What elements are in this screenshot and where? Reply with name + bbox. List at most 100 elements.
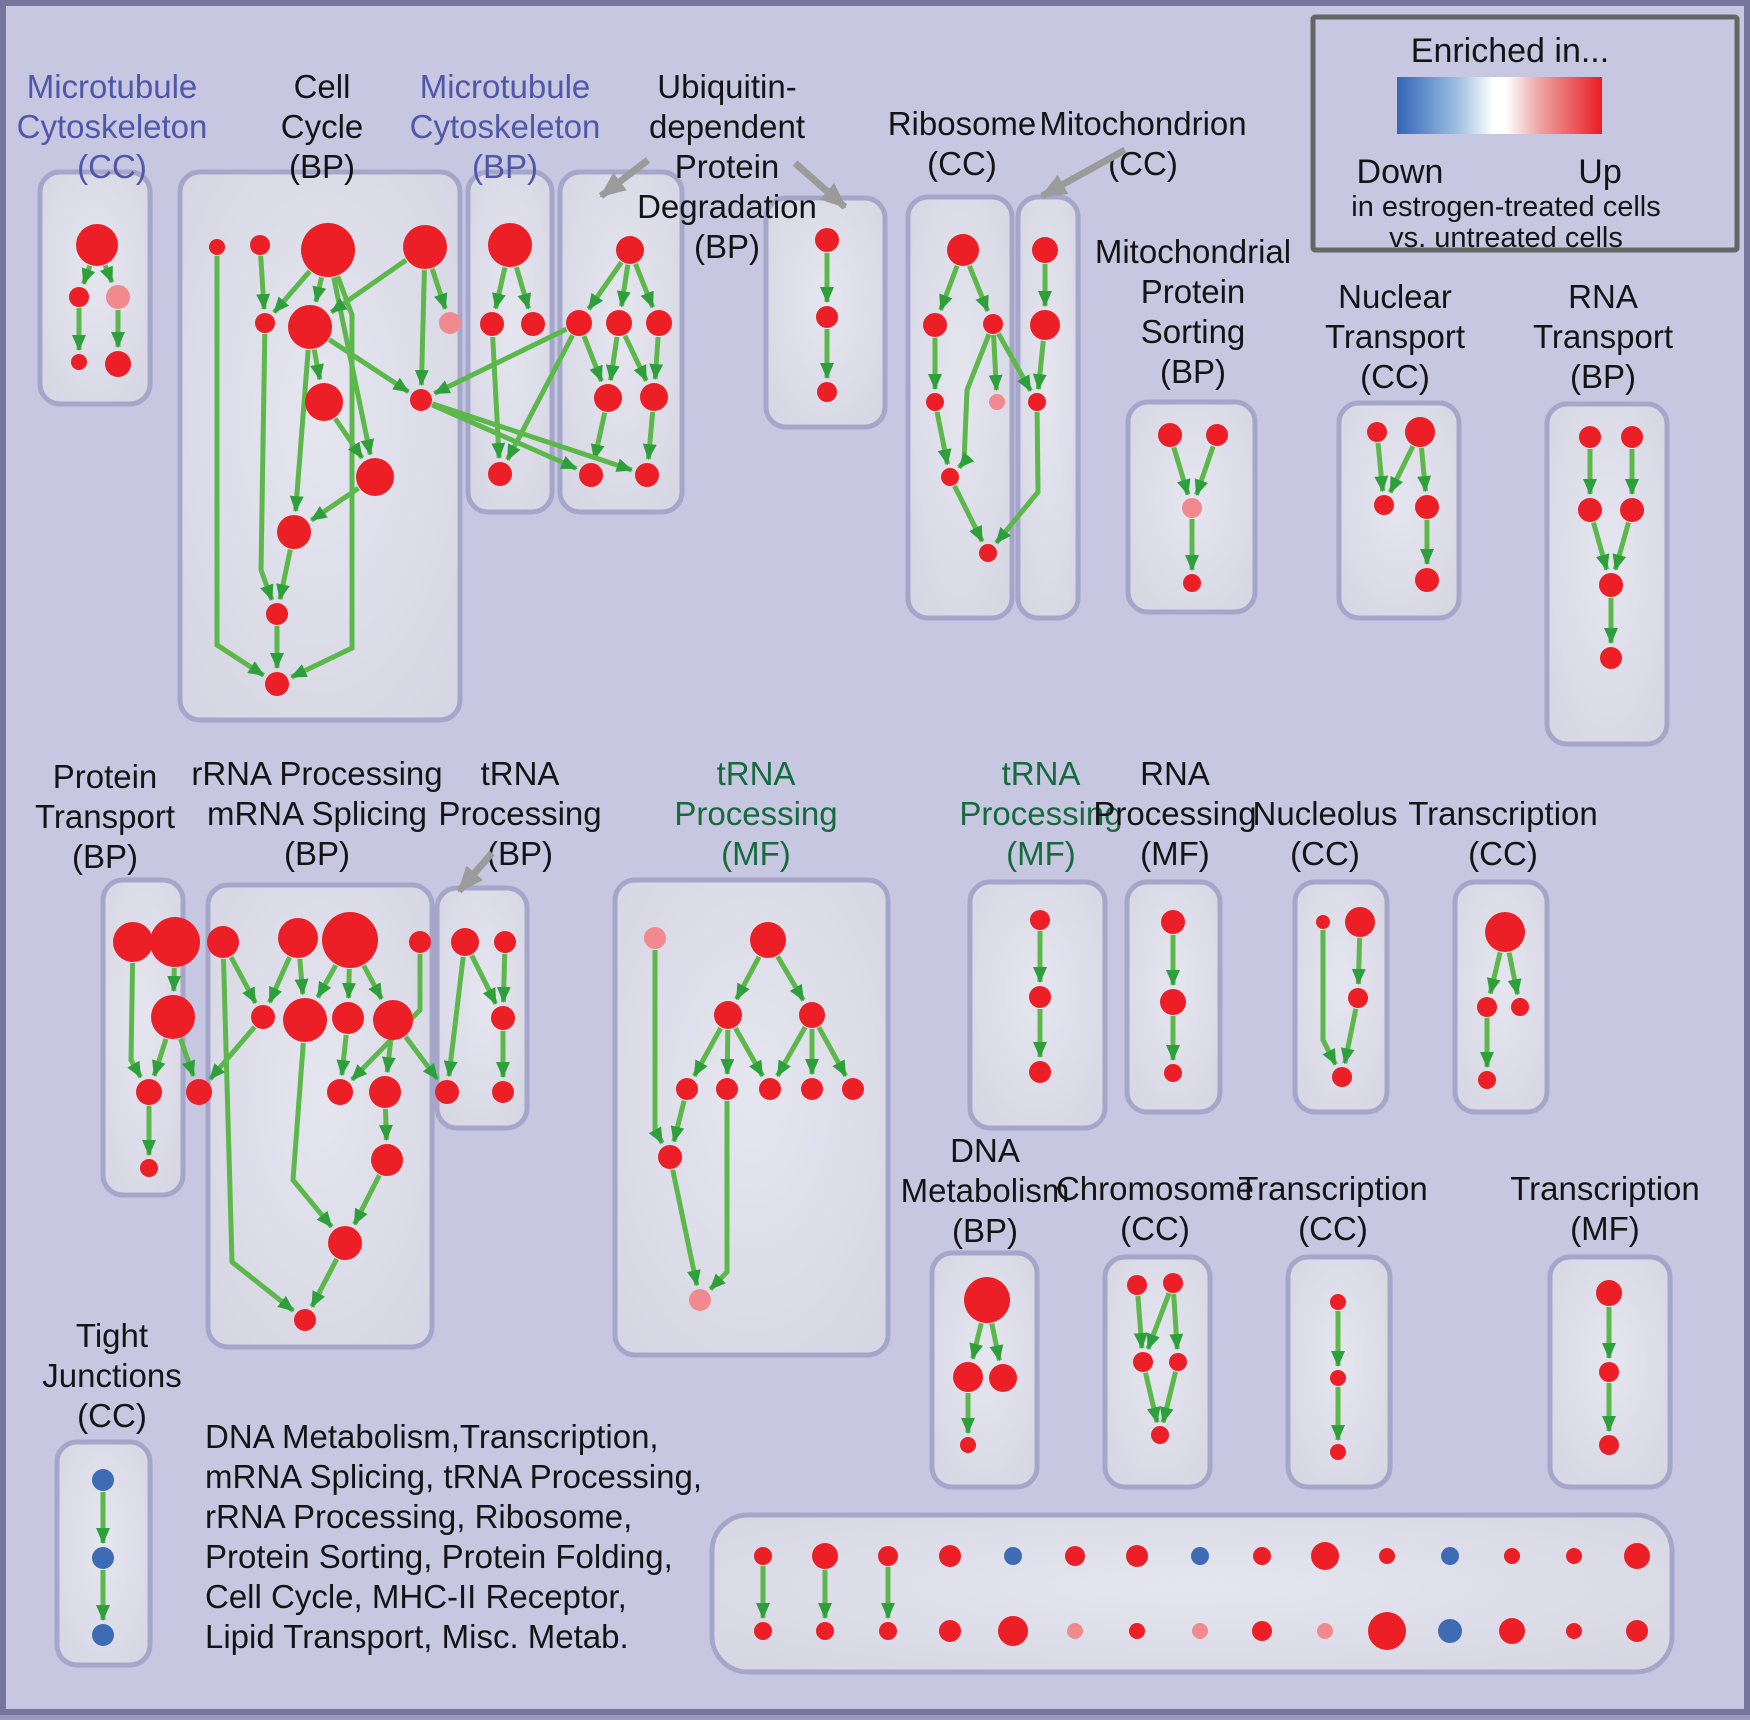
go-term-node-e3 xyxy=(817,382,837,402)
go-term-node-p3 xyxy=(1164,1064,1182,1082)
cluster-label-trna-bp: tRNA Processing (BP) xyxy=(438,755,601,872)
go-term-node-wb14 xyxy=(1566,1623,1582,1639)
cluster-label-line: tRNA xyxy=(1002,755,1081,792)
go-term-node-x3 xyxy=(92,1624,114,1646)
go-term-node-l3 xyxy=(322,912,378,968)
edge-n2-n4 xyxy=(775,955,806,1002)
edge-t2-t4 xyxy=(1169,1293,1184,1350)
edge-t3-t5 xyxy=(1143,1372,1161,1424)
edge-d1-d4 xyxy=(633,262,656,309)
edge-n4-n7 xyxy=(775,1025,808,1078)
go-term-node-c3 xyxy=(521,312,545,336)
go-term-node-n6 xyxy=(716,1078,738,1100)
edge-d1-d2 xyxy=(586,260,624,311)
edge-b9-d7 xyxy=(430,402,578,471)
go-term-node-c1 xyxy=(488,223,532,267)
edge-b6-b9 xyxy=(327,337,410,394)
go-term-node-d4 xyxy=(646,310,672,336)
go-term-node-c4 xyxy=(488,462,512,486)
cluster-label-line: rRNA Processing xyxy=(191,755,442,792)
edge-l13-l14 xyxy=(309,1257,339,1308)
go-term-node-o1 xyxy=(1030,910,1050,930)
go-term-node-wt9 xyxy=(1253,1547,1271,1565)
go-term-node-t2 xyxy=(1163,1273,1183,1293)
go-term-node-d2 xyxy=(566,310,592,336)
go-term-node-b1 xyxy=(209,239,225,255)
cluster-label-line: Processing xyxy=(674,795,837,832)
edge-l12-l13 xyxy=(352,1174,382,1226)
go-term-node-l8 xyxy=(373,1000,413,1040)
go-term-node-a4 xyxy=(71,354,87,370)
go-term-node-d8 xyxy=(635,463,659,487)
edge-b4-b9 xyxy=(414,269,429,386)
go-term-node-f1 xyxy=(947,234,979,266)
edge-n10-n11 xyxy=(670,1169,701,1287)
go-term-node-wt7 xyxy=(1126,1545,1148,1567)
edge-k3-l9 xyxy=(178,1037,196,1077)
go-term-node-n4 xyxy=(799,1002,825,1028)
cluster-label-line: tRNA xyxy=(481,755,560,792)
cluster-label-line: Nucleolus xyxy=(1253,795,1398,832)
go-term-node-r2 xyxy=(1477,997,1497,1017)
cluster-label-line: (BP) xyxy=(284,835,350,872)
cluster-label-line: (BP) xyxy=(1570,358,1636,395)
edge-l1-l5 xyxy=(228,955,258,1005)
go-term-node-wt10 xyxy=(1311,1542,1339,1570)
go-term-node-n7 xyxy=(759,1078,781,1100)
edge-h1-h3 xyxy=(1171,446,1191,496)
label-pointer-arrow-icon xyxy=(456,850,495,894)
cluster-label-nuclear-transport: Nuclear Transport (CC) xyxy=(1325,278,1465,395)
go-term-node-wb2 xyxy=(816,1622,834,1640)
go-term-node-q2 xyxy=(1345,907,1375,937)
go-term-node-n5 xyxy=(676,1078,698,1100)
cluster-label-line: Protein xyxy=(675,148,780,185)
edge-m1-m4 xyxy=(443,956,466,1078)
go-term-node-d6 xyxy=(640,383,668,411)
go-term-node-h1 xyxy=(1158,423,1182,447)
edge-f3-f6 xyxy=(957,333,992,470)
go-term-node-l13 xyxy=(328,1226,362,1260)
cluster-label-line: Transport xyxy=(35,798,175,835)
go-term-node-wt13 xyxy=(1504,1548,1520,1564)
go-term-node-m2 xyxy=(494,931,516,953)
edge-l3-l8 xyxy=(361,964,384,1001)
cluster-label-line: Sorting xyxy=(1141,313,1246,350)
cluster-label-line: (MF) xyxy=(1006,835,1076,872)
go-term-node-e1 xyxy=(815,228,839,252)
edge-j3-j5 xyxy=(1591,521,1610,571)
edge-q2-q3 xyxy=(1351,937,1366,985)
edge-b9-d8 xyxy=(431,401,633,473)
go-term-node-v1 xyxy=(1596,1280,1622,1306)
go-term-node-wb3 xyxy=(879,1622,897,1640)
edge-b4-b6 xyxy=(329,258,408,315)
edge-d6-d8 xyxy=(642,411,657,461)
cluster-box-nucleolus xyxy=(1292,879,1390,1115)
cluster-label-trna-mf-large: tRNA Processing (MF) xyxy=(674,755,837,872)
go-term-node-n2 xyxy=(750,922,786,958)
go-term-node-d3 xyxy=(606,310,632,336)
go-term-node-t5 xyxy=(1151,1426,1169,1444)
go-term-node-b8 xyxy=(305,383,343,421)
go-term-node-v2 xyxy=(1599,1362,1619,1382)
go-term-node-j6 xyxy=(1600,647,1622,669)
cluster-box-mitochondrion-cc xyxy=(1015,194,1081,621)
go-term-node-k4 xyxy=(136,1079,162,1105)
go-term-node-wb15 xyxy=(1626,1620,1648,1642)
cluster-label-transcription-cc-mid: Transcription (CC) xyxy=(1408,795,1598,872)
cluster-label-line: (BP) xyxy=(472,148,538,185)
label-pointer-arrow-icon xyxy=(792,160,848,210)
go-term-node-wb11 xyxy=(1368,1612,1406,1650)
go-term-node-j2 xyxy=(1621,426,1643,448)
go-term-node-n1 xyxy=(644,927,666,949)
cluster-label-line: Mitochondrion xyxy=(1039,105,1246,142)
edge-r1-r2 xyxy=(1486,951,1503,995)
go-term-node-i5 xyxy=(1415,568,1439,592)
cluster-label-line: Ribosome xyxy=(888,105,1037,142)
edge-l2-l5 xyxy=(267,956,292,1004)
edge-a1-a3 xyxy=(99,264,115,284)
category-list-line: Cell Cycle, MHC-II Receptor, xyxy=(205,1578,627,1615)
go-term-node-j4 xyxy=(1620,498,1644,522)
go-term-node-a5 xyxy=(105,351,131,377)
